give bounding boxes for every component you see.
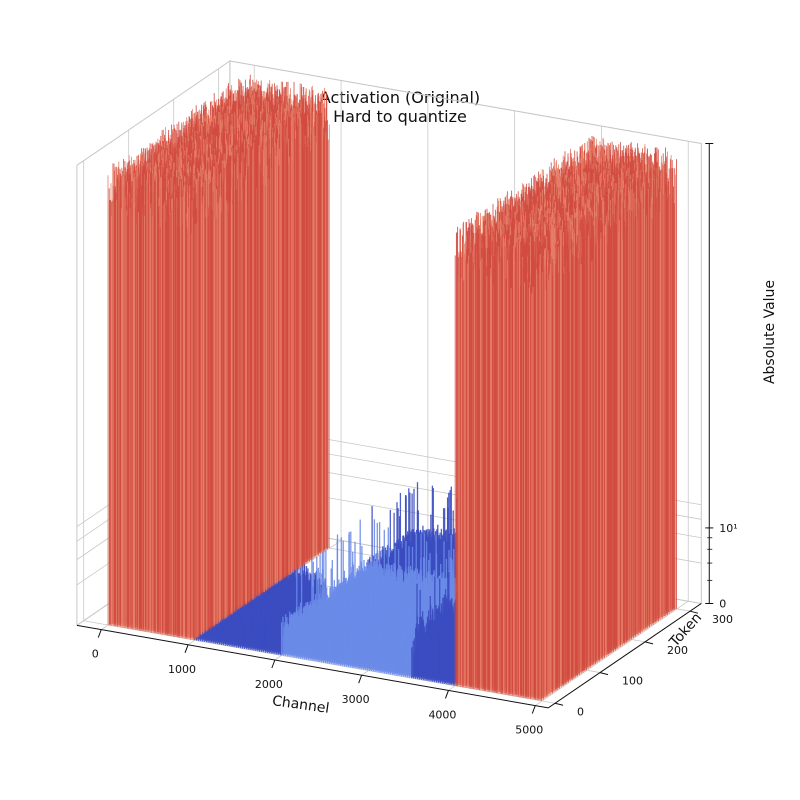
back-grid-top — [229, 60, 702, 144]
chart-subtitle: Hard to quantize — [0, 107, 800, 126]
chart-title: Activation (Original) — [0, 88, 800, 107]
floor-grid-x — [535, 600, 689, 706]
